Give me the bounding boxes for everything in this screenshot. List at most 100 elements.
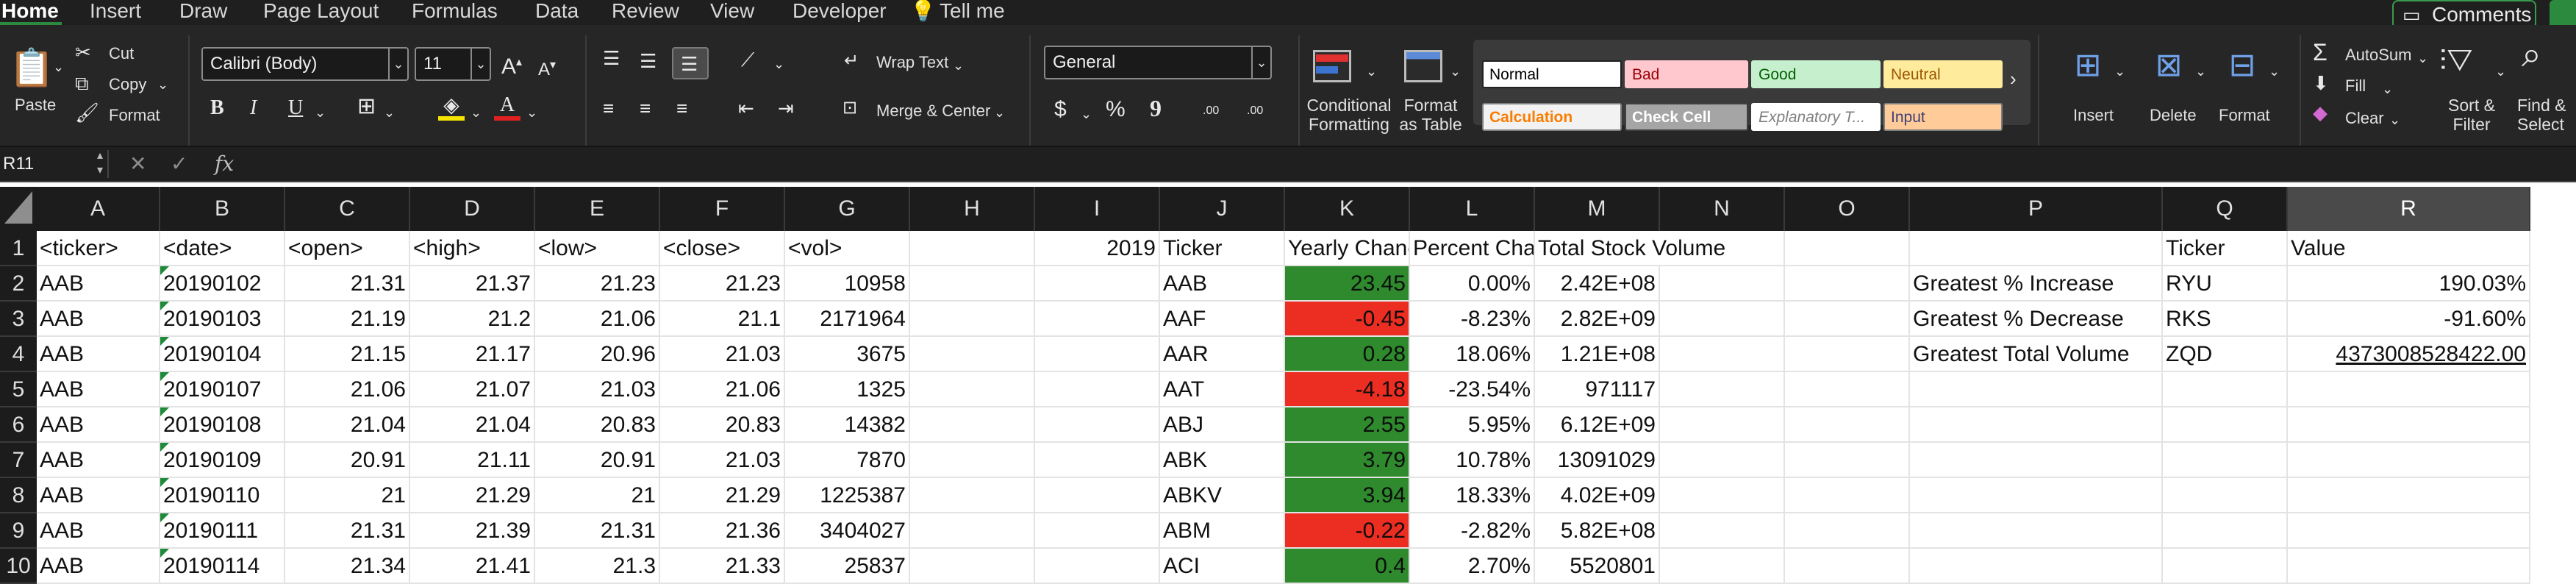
greatest-label[interactable]: Greatest % Decrease <box>1910 302 2163 337</box>
data-cell-vol[interactable]: 25837 <box>785 549 910 584</box>
column-header-l[interactable]: L <box>1410 187 1535 231</box>
empty-cell[interactable] <box>1035 549 1160 584</box>
format-as-table-icon[interactable] <box>1404 50 1445 85</box>
font-size-select[interactable]: 11 ⌄ <box>415 47 491 81</box>
row-header-3[interactable]: 3 <box>0 302 37 337</box>
column-header-n[interactable]: N <box>1660 187 1785 231</box>
summary-ticker[interactable]: ABM <box>1160 513 1285 549</box>
data-cell-open[interactable]: 21.04 <box>285 407 410 443</box>
column-header-i[interactable]: I <box>1035 187 1160 231</box>
tab-insert[interactable]: Insert <box>90 0 142 22</box>
greatest-value[interactable]: 4373008528422.00 <box>2288 337 2530 372</box>
empty-cell[interactable] <box>910 266 1035 302</box>
header-cell-j[interactable]: Ticker <box>1160 231 1285 266</box>
magnifier-icon[interactable]: ⌕ <box>2522 35 2541 74</box>
data-cell-high[interactable]: 21.37 <box>410 266 535 302</box>
empty-cell[interactable] <box>2288 478 2530 513</box>
column-header-f[interactable]: F <box>660 187 785 231</box>
empty-cell[interactable] <box>1660 549 1785 584</box>
autosum-icon[interactable]: Σ <box>2313 39 2328 65</box>
header-cell-a[interactable]: <ticker> <box>37 231 160 266</box>
chevron-down-icon[interactable]: ⌄ <box>384 105 396 120</box>
data-cell-ticker[interactable]: AAB <box>37 549 160 584</box>
underline-button[interactable]: U <box>288 96 304 119</box>
data-cell-ticker[interactable]: AAB <box>37 337 160 372</box>
data-cell-open[interactable]: 21.31 <box>285 266 410 302</box>
empty-cell[interactable] <box>2163 443 2288 478</box>
data-cell-open[interactable]: 21.19 <box>285 302 410 337</box>
percent-change-cell[interactable]: 2.70% <box>1410 549 1535 584</box>
percent-change-cell[interactable]: -23.54% <box>1410 372 1535 407</box>
data-cell-low[interactable]: 21.3 <box>535 549 660 584</box>
empty-cell[interactable] <box>1785 513 1910 549</box>
bold-button[interactable]: B <box>210 96 224 119</box>
empty-cell[interactable] <box>1785 407 1910 443</box>
yearly-change-cell[interactable]: -0.22 <box>1285 513 1410 549</box>
tab-developer[interactable]: Developer <box>793 0 887 22</box>
format-cells-button[interactable]: Format <box>2219 106 2270 124</box>
empty-cell[interactable] <box>1660 443 1785 478</box>
chevron-down-icon[interactable]: ⌄ <box>53 60 65 74</box>
chevron-down-icon[interactable]: ⌄ <box>2382 82 2394 96</box>
italic-button[interactable]: I <box>250 96 257 119</box>
data-cell-high[interactable]: 21.41 <box>410 549 535 584</box>
chevron-down-icon[interactable]: ⌄ <box>1450 64 1461 79</box>
column-header-k[interactable]: K <box>1285 187 1410 231</box>
increase-font-icon[interactable]: A▴ <box>501 54 523 79</box>
comments-button[interactable]: ▭ Comments <box>2392 0 2536 29</box>
chevron-down-icon[interactable]: ⌄ <box>994 105 1006 120</box>
chevron-down-icon[interactable]: ⌄ <box>2114 64 2126 79</box>
empty-cell[interactable] <box>1910 372 2163 407</box>
empty-cell[interactable] <box>1785 302 1910 337</box>
greatest-label[interactable]: Greatest Total Volume <box>1910 337 2163 372</box>
data-cell-high[interactable]: 21.11 <box>410 443 535 478</box>
header-cell-e[interactable]: <low> <box>535 231 660 266</box>
empty-cell[interactable] <box>910 513 1035 549</box>
empty-cell[interactable] <box>1785 549 1910 584</box>
yearly-change-cell[interactable]: 3.79 <box>1285 443 1410 478</box>
data-cell-low[interactable]: 21 <box>535 478 660 513</box>
data-cell-high[interactable]: 21.39 <box>410 513 535 549</box>
yearly-change-cell[interactable]: 2.55 <box>1285 407 1410 443</box>
sort-filter-button[interactable]: Sort & Filter <box>2439 96 2504 134</box>
row-header-1[interactable]: 1 <box>0 231 37 266</box>
data-cell-date[interactable]: 20190102 <box>160 266 285 302</box>
data-cell-date[interactable]: 20190107 <box>160 372 285 407</box>
header-cell-c[interactable]: <open> <box>285 231 410 266</box>
empty-cell[interactable] <box>910 549 1035 584</box>
format-cells-icon[interactable]: ⊟ <box>2228 47 2256 83</box>
clear-button[interactable]: Clear <box>2345 109 2384 127</box>
empty-cell[interactable] <box>1785 443 1910 478</box>
data-cell-vol[interactable]: 14382 <box>785 407 910 443</box>
empty-cell[interactable] <box>910 478 1035 513</box>
data-cell-low[interactable]: 20.96 <box>535 337 660 372</box>
name-box[interactable]: R11 ▴ ▾ <box>0 149 109 178</box>
decrease-font-icon[interactable]: A▾ <box>538 59 557 79</box>
empty-cell[interactable] <box>910 443 1035 478</box>
column-header-e[interactable]: E <box>535 187 660 231</box>
data-cell-low[interactable]: 20.83 <box>535 407 660 443</box>
cell-style-input[interactable]: Input <box>1883 103 2003 131</box>
formula-input[interactable] <box>250 150 2573 178</box>
tab-home[interactable]: Home <box>1 0 59 22</box>
chevron-down-icon[interactable]: ⌄ <box>2195 64 2207 79</box>
empty-cell[interactable] <box>2288 443 2530 478</box>
greatest-ticker[interactable]: ZQD <box>2163 337 2288 372</box>
cell-style-normal[interactable]: Normal <box>1482 60 1622 88</box>
total-volume-cell[interactable]: 971117 <box>1535 372 1660 407</box>
tab-review[interactable]: Review <box>612 0 679 22</box>
greatest-value[interactable]: 190.03% <box>2288 266 2530 302</box>
empty-cell[interactable] <box>1910 407 2163 443</box>
greatest-value[interactable]: -91.60% <box>2288 302 2530 337</box>
empty-cell[interactable] <box>1035 372 1160 407</box>
data-cell-vol[interactable]: 10958 <box>785 266 910 302</box>
column-header-d[interactable]: D <box>410 187 535 231</box>
header-cell-g[interactable]: <vol> <box>785 231 910 266</box>
empty-cell[interactable] <box>1910 549 2163 584</box>
row-header-9[interactable]: 9 <box>0 513 37 549</box>
empty-cell[interactable] <box>1035 513 1160 549</box>
empty-cell[interactable] <box>1035 478 1160 513</box>
find-select-button[interactable]: Find & Select <box>2517 96 2576 134</box>
percent-change-cell[interactable]: 0.00% <box>1410 266 1535 302</box>
tab-draw[interactable]: Draw <box>179 0 228 22</box>
